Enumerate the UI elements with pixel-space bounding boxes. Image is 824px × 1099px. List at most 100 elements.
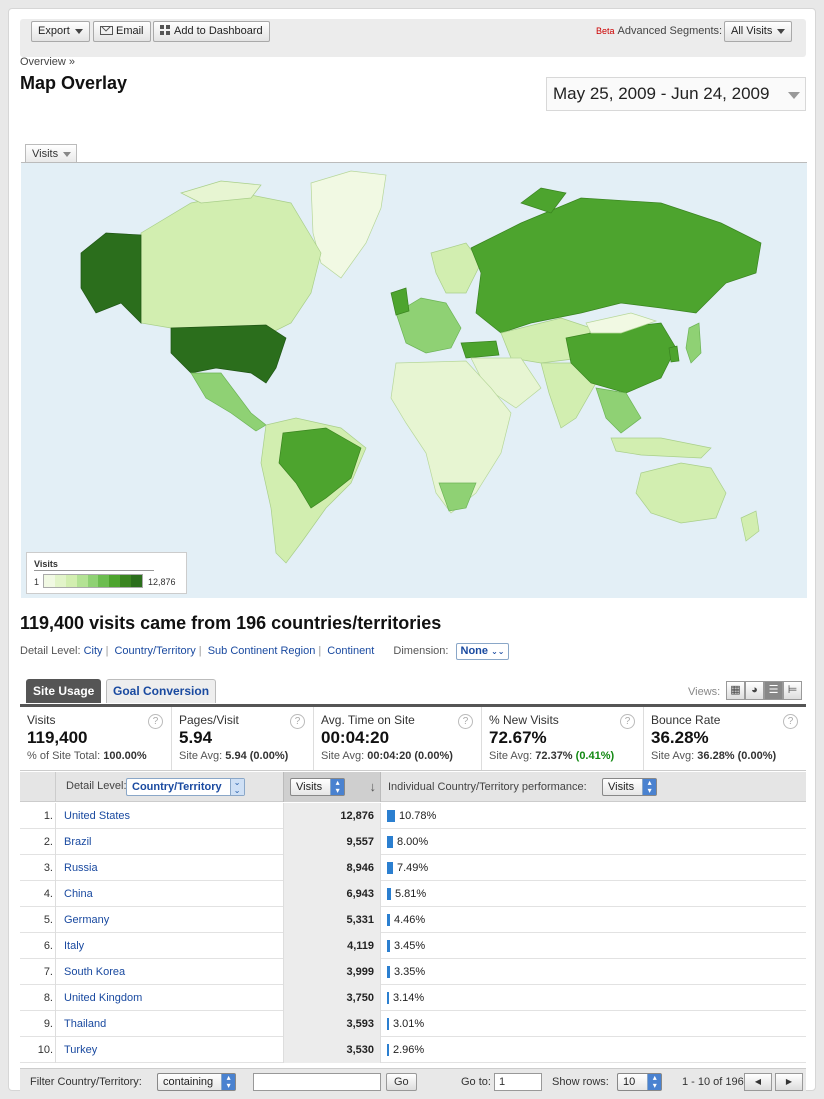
performance-bar [387,914,390,926]
country-cell: South Korea [55,959,283,985]
map-region-turkey [460,340,500,359]
date-range-picker[interactable]: May 25, 2009 - Jun 24, 2009 [546,77,806,111]
country-cell: Thailand [55,1011,283,1037]
performance-cell: 10.78% [387,809,436,823]
help-icon[interactable]: ? [148,714,163,729]
segments-label: Advanced Segments: [617,25,723,37]
country-link[interactable]: Thailand [64,1018,107,1030]
segment-select[interactable]: All Visits [724,21,793,42]
country-link[interactable]: China [64,888,93,900]
map-region-uk [390,287,410,316]
pie-view-icon[interactable]: ◕ [745,681,764,700]
row-number: 9. [43,1018,53,1030]
country-link[interactable]: Germany [64,914,110,926]
export-button[interactable]: Export [31,21,90,42]
detail-level-bar: Detail Level: City | Country/Territory | S… [20,643,510,660]
metric-value: 72.67% [489,728,547,747]
comparison-view-icon[interactable]: ⊨ [783,681,802,700]
visits-cell: 4,119 [283,933,381,959]
detail-link-subcontinent[interactable]: Sub Continent Region [207,645,316,657]
performance-percent: 3.01% [393,1018,425,1030]
performance-cell: 3.01% [387,1017,424,1031]
filter-input[interactable] [253,1073,381,1091]
row-number: 7. [43,966,53,978]
country-link[interactable]: Italy [64,940,85,952]
metric-value: 119,400 [27,728,88,747]
map-region-new-zealand [740,510,760,542]
metric-summary: Visits 119,400 % of Site Total: 100.00% … [20,704,806,771]
metric-new-visits: % New Visits 72.67% Site Avg: 72.37% (0.… [482,707,644,770]
sort-column-value: Visits [296,781,323,793]
detail-link-country[interactable]: Country/Territory [114,645,196,657]
country-link[interactable]: Russia [64,862,98,874]
row-number: 3. [43,862,53,874]
show-rows-select[interactable]: 10 ▴ ▾ [617,1073,663,1091]
prev-page-icon[interactable]: ◀ [744,1073,772,1091]
add-to-dashboard-button[interactable]: Add to Dashboard [153,21,270,42]
country-link[interactable]: United Kingdom [64,992,143,1004]
map-region-canada-islands [180,180,262,204]
date-range-text: May 25, 2009 - Jun 24, 2009 [553,84,770,103]
help-icon[interactable]: ? [783,714,798,729]
dimension-select[interactable]: None ⌄⌄ [455,643,510,660]
chevron-down-icon [74,28,83,34]
table-view-icon[interactable]: ▦ [726,681,745,700]
help-icon[interactable]: ? [620,714,635,729]
legend-min: 1 [34,577,40,587]
filter-label: Filter Country/Territory: [30,1076,142,1088]
table-row: 8. United Kingdom 3,750 3.14% [20,985,806,1011]
performance-cell: 2.96% [387,1043,424,1057]
help-icon[interactable]: ? [458,714,473,729]
row-number: 10. [37,1044,53,1056]
dimension-value: None [460,645,489,657]
country-cell: Italy [55,933,283,959]
sort-descending-icon[interactable]: ↓ [369,779,377,794]
dashboard-label: Add to Dashboard [174,25,263,37]
tab-site-usage[interactable]: Site Usage [26,679,102,703]
next-page-icon[interactable]: ▶ [775,1073,803,1091]
performance-bar [387,810,395,822]
world-map[interactable]: Visits 1 12,876 [21,162,807,598]
detail-link-continent[interactable]: Continent [327,645,375,657]
performance-cell: 4.46% [387,913,425,927]
segment-value: All Visits [731,25,773,37]
performance-view-icon[interactable]: ☰ [764,681,783,700]
map-metric-select[interactable]: Visits [25,144,77,163]
country-link[interactable]: United States [64,810,131,822]
visits-cell: 3,593 [283,1011,381,1037]
country-link[interactable]: Brazil [64,836,92,848]
goto-input[interactable]: 1 [494,1073,542,1091]
country-link[interactable]: Turkey [64,1044,98,1056]
performance-bar [387,888,391,900]
column-dimension: Detail Level: Country/Territory ⌄ ⌄ [55,772,283,802]
country-link[interactable]: South Korea [64,966,126,978]
map-region-australia [635,462,727,524]
email-button[interactable]: Email [93,21,151,42]
row-number: 5. [43,914,53,926]
help-icon[interactable]: ? [290,714,305,729]
metric-value: 5.94 [179,728,213,747]
legend-max: 12,876 [148,577,176,587]
tab-goal-conversion[interactable]: Goal Conversion [106,679,217,703]
detail-link-city[interactable]: City [83,645,103,657]
map-region-russia [470,197,762,334]
table-detail-select[interactable]: Country/Territory ⌄ ⌄ [126,778,245,796]
metric-pages-per-visit: Pages/Visit 5.94 Site Avg: 5.94 (0.00%) … [172,707,314,770]
performance-metric-select[interactable]: Visits ▴ ▾ [602,778,658,796]
beta-badge: Beta [596,26,615,36]
performance-label: Individual Country/Territory performance… [388,781,587,793]
filter-go-button[interactable]: Go [386,1073,417,1091]
table-row: 5. Germany 5,331 4.46% [20,907,806,933]
metric-label: Bounce Rate [651,713,721,727]
country-cell: Brazil [55,829,283,855]
performance-percent: 10.78% [399,810,437,822]
visits-cell: 9,557 [283,829,381,855]
performance-percent: 4.46% [394,914,426,926]
column-visits[interactable]: Visits ▴ ▾ ↓ [283,772,381,802]
table-row: 1. United States 12,876 10.78% [20,803,806,829]
sort-column-select[interactable]: Visits ▴ ▾ [290,778,346,796]
dimension-label: Dimension: [393,645,449,657]
breadcrumb[interactable]: Overview » [20,56,76,68]
filter-mode-select[interactable]: containing ▴ ▾ [157,1073,237,1091]
metric-sub: Site Avg: 00:04:20 (0.00%) [321,750,453,762]
